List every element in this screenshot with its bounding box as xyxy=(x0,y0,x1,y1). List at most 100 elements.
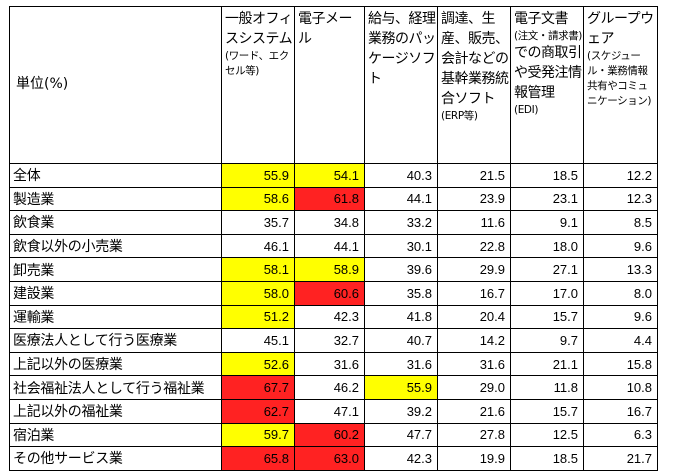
value-cell: 30.1 xyxy=(364,233,438,259)
value-cell: 55.9 xyxy=(364,375,438,400)
table-row: 飲食以外の小売業 46.1 44.1 30.1 22.8 18.0 9.6 xyxy=(9,233,658,259)
value-cell: 32.7 xyxy=(294,328,365,353)
value-cell: 31.6 xyxy=(437,351,511,377)
value-cell: 42.3 xyxy=(364,446,438,471)
column-header-office-system: 一般オフィスシステム (ワード、エクセル等) xyxy=(221,6,295,164)
column-header-erp: 調達、生産、販売、会計などの基幹業務統合ソフト (ERP等) xyxy=(437,6,511,164)
value-cell: 46.2 xyxy=(294,375,365,400)
value-cell: 55.9 xyxy=(221,163,295,188)
value-cell: 31.6 xyxy=(364,351,438,377)
row-label: 飲食業 xyxy=(9,210,222,235)
value-cell: 44.1 xyxy=(294,233,365,259)
value-cell: 52.6 xyxy=(221,351,295,377)
value-cell: 19.9 xyxy=(437,446,511,471)
value-cell: 21.6 xyxy=(437,398,511,424)
column-header-email: 電子メール xyxy=(294,6,365,164)
table-row: 社会福祉法人として行う福祉業 67.7 46.2 55.9 29.0 11.8 10.8 xyxy=(9,375,658,400)
table-row: 全体 55.9 54.1 40.3 21.5 18.5 12.2 xyxy=(9,163,658,188)
row-label: 全体 xyxy=(9,163,222,188)
table-row: 運輸業 51.2 42.3 41.8 20.4 15.7 9.6 xyxy=(9,304,658,330)
value-cell: 21.7 xyxy=(583,446,658,471)
value-cell: 8.0 xyxy=(583,280,658,306)
value-cell: 15.8 xyxy=(583,351,658,377)
value-cell: 42.3 xyxy=(294,304,365,330)
value-cell: 21.1 xyxy=(510,351,584,377)
value-cell: 20.4 xyxy=(437,304,511,330)
column-header-email-title: 電子メール xyxy=(298,11,353,47)
value-cell: 22.8 xyxy=(437,233,511,259)
value-cell: 9.6 xyxy=(583,304,658,330)
row-label: 運輸業 xyxy=(9,304,222,330)
value-cell: 58.9 xyxy=(294,257,365,282)
value-cell: 4.4 xyxy=(583,328,658,353)
row-label: 卸売業 xyxy=(9,257,222,282)
value-cell: 10.8 xyxy=(583,375,658,400)
value-cell: 11.8 xyxy=(510,375,584,400)
row-label: 飲食以外の小売業 xyxy=(9,233,222,259)
value-cell: 46.1 xyxy=(221,233,295,259)
table-row: 上記以外の医療業 52.6 31.6 31.6 31.6 21.1 15.8 xyxy=(9,351,658,377)
row-label: 医療法人として行う医療業 xyxy=(9,328,222,353)
column-header-groupware-note: (スケジュール・業務情報共有やコミュニケーション) xyxy=(587,50,652,107)
column-header-erp-note: (ERP等) xyxy=(441,110,478,122)
row-label: 宿泊業 xyxy=(9,422,222,448)
value-cell: 12.5 xyxy=(510,422,584,448)
value-cell: 39.6 xyxy=(364,257,438,282)
value-cell: 54.1 xyxy=(294,163,365,188)
it-usage-table: 単位(%) 一般オフィスシステム (ワード、エクセル等) 電子メール 給与、経理… xyxy=(9,6,658,471)
unit-label: 単位(%) xyxy=(9,6,222,164)
value-cell: 61.8 xyxy=(294,186,365,212)
value-cell: 11.6 xyxy=(437,210,511,235)
value-cell: 8.5 xyxy=(583,210,658,235)
usage-table-wrapper: 単位(%) 一般オフィスシステム (ワード、エクセル等) 電子メール 給与、経理… xyxy=(9,6,658,471)
value-cell: 65.8 xyxy=(221,446,295,471)
column-header-office-system-note: (ワード、エクセル等) xyxy=(225,50,289,77)
value-cell: 51.2 xyxy=(221,304,295,330)
value-cell: 29.9 xyxy=(437,257,511,282)
table-row: 上記以外の福祉業 62.7 47.1 39.2 21.6 15.7 16.7 xyxy=(9,398,658,424)
value-cell: 18.0 xyxy=(510,233,584,259)
value-cell: 59.7 xyxy=(221,422,295,448)
row-label: その他サービス業 xyxy=(9,446,222,471)
value-cell: 58.6 xyxy=(221,186,295,212)
value-cell: 9.6 xyxy=(583,233,658,259)
table-row: 宿泊業 59.7 60.2 47.7 27.8 12.5 6.3 xyxy=(9,422,658,448)
value-cell: 60.6 xyxy=(294,280,365,306)
value-cell: 27.1 xyxy=(510,257,584,282)
value-cell: 14.2 xyxy=(437,328,511,353)
value-cell: 47.1 xyxy=(294,398,365,424)
row-label: 建設業 xyxy=(9,280,222,306)
row-label: 上記以外の医療業 xyxy=(9,351,222,377)
value-cell: 40.7 xyxy=(364,328,438,353)
value-cell: 16.7 xyxy=(583,398,658,424)
column-header-groupware: グループウェア (スケジュール・業務情報共有やコミュニケーション) xyxy=(583,6,658,164)
value-cell: 58.1 xyxy=(221,257,295,282)
column-header-edi-title-cont: での商取引や受発注情報管理 xyxy=(514,45,582,101)
column-header-edi: 電子文書 (注文・請求書) での商取引や受発注情報管理 (EDI) xyxy=(510,6,584,164)
table-row: 医療法人として行う医療業 45.1 32.7 40.7 14.2 9.7 4.4 xyxy=(9,328,658,353)
value-cell: 40.3 xyxy=(364,163,438,188)
value-cell: 9.1 xyxy=(510,210,584,235)
value-cell: 35.8 xyxy=(364,280,438,306)
column-header-edi-note: (注文・請求書) xyxy=(514,30,582,42)
value-cell: 15.7 xyxy=(510,398,584,424)
row-label: 社会福祉法人として行う福祉業 xyxy=(9,375,222,400)
table-row: 卸売業 58.1 58.9 39.6 29.9 27.1 13.3 xyxy=(9,257,658,282)
value-cell: 21.5 xyxy=(437,163,511,188)
value-cell: 39.2 xyxy=(364,398,438,424)
row-label: 上記以外の福祉業 xyxy=(9,398,222,424)
value-cell: 17.0 xyxy=(510,280,584,306)
column-header-erp-title: 調達、生産、販売、会計などの基幹業務統合ソフト xyxy=(441,11,509,107)
value-cell: 47.7 xyxy=(364,422,438,448)
value-cell: 35.7 xyxy=(221,210,295,235)
value-cell: 6.3 xyxy=(583,422,658,448)
value-cell: 12.2 xyxy=(583,163,658,188)
table-row: 製造業 58.6 61.8 44.1 23.9 23.1 12.3 xyxy=(9,186,658,212)
value-cell: 15.7 xyxy=(510,304,584,330)
value-cell: 41.8 xyxy=(364,304,438,330)
column-header-payroll-software-title: 給与、経理業務のパッケージソフト xyxy=(368,11,436,87)
column-header-office-system-title: 一般オフィスシステム xyxy=(225,11,293,47)
value-cell: 31.6 xyxy=(294,351,365,377)
column-header-groupware-title: グループウェア xyxy=(587,11,654,47)
value-cell: 67.7 xyxy=(221,375,295,400)
